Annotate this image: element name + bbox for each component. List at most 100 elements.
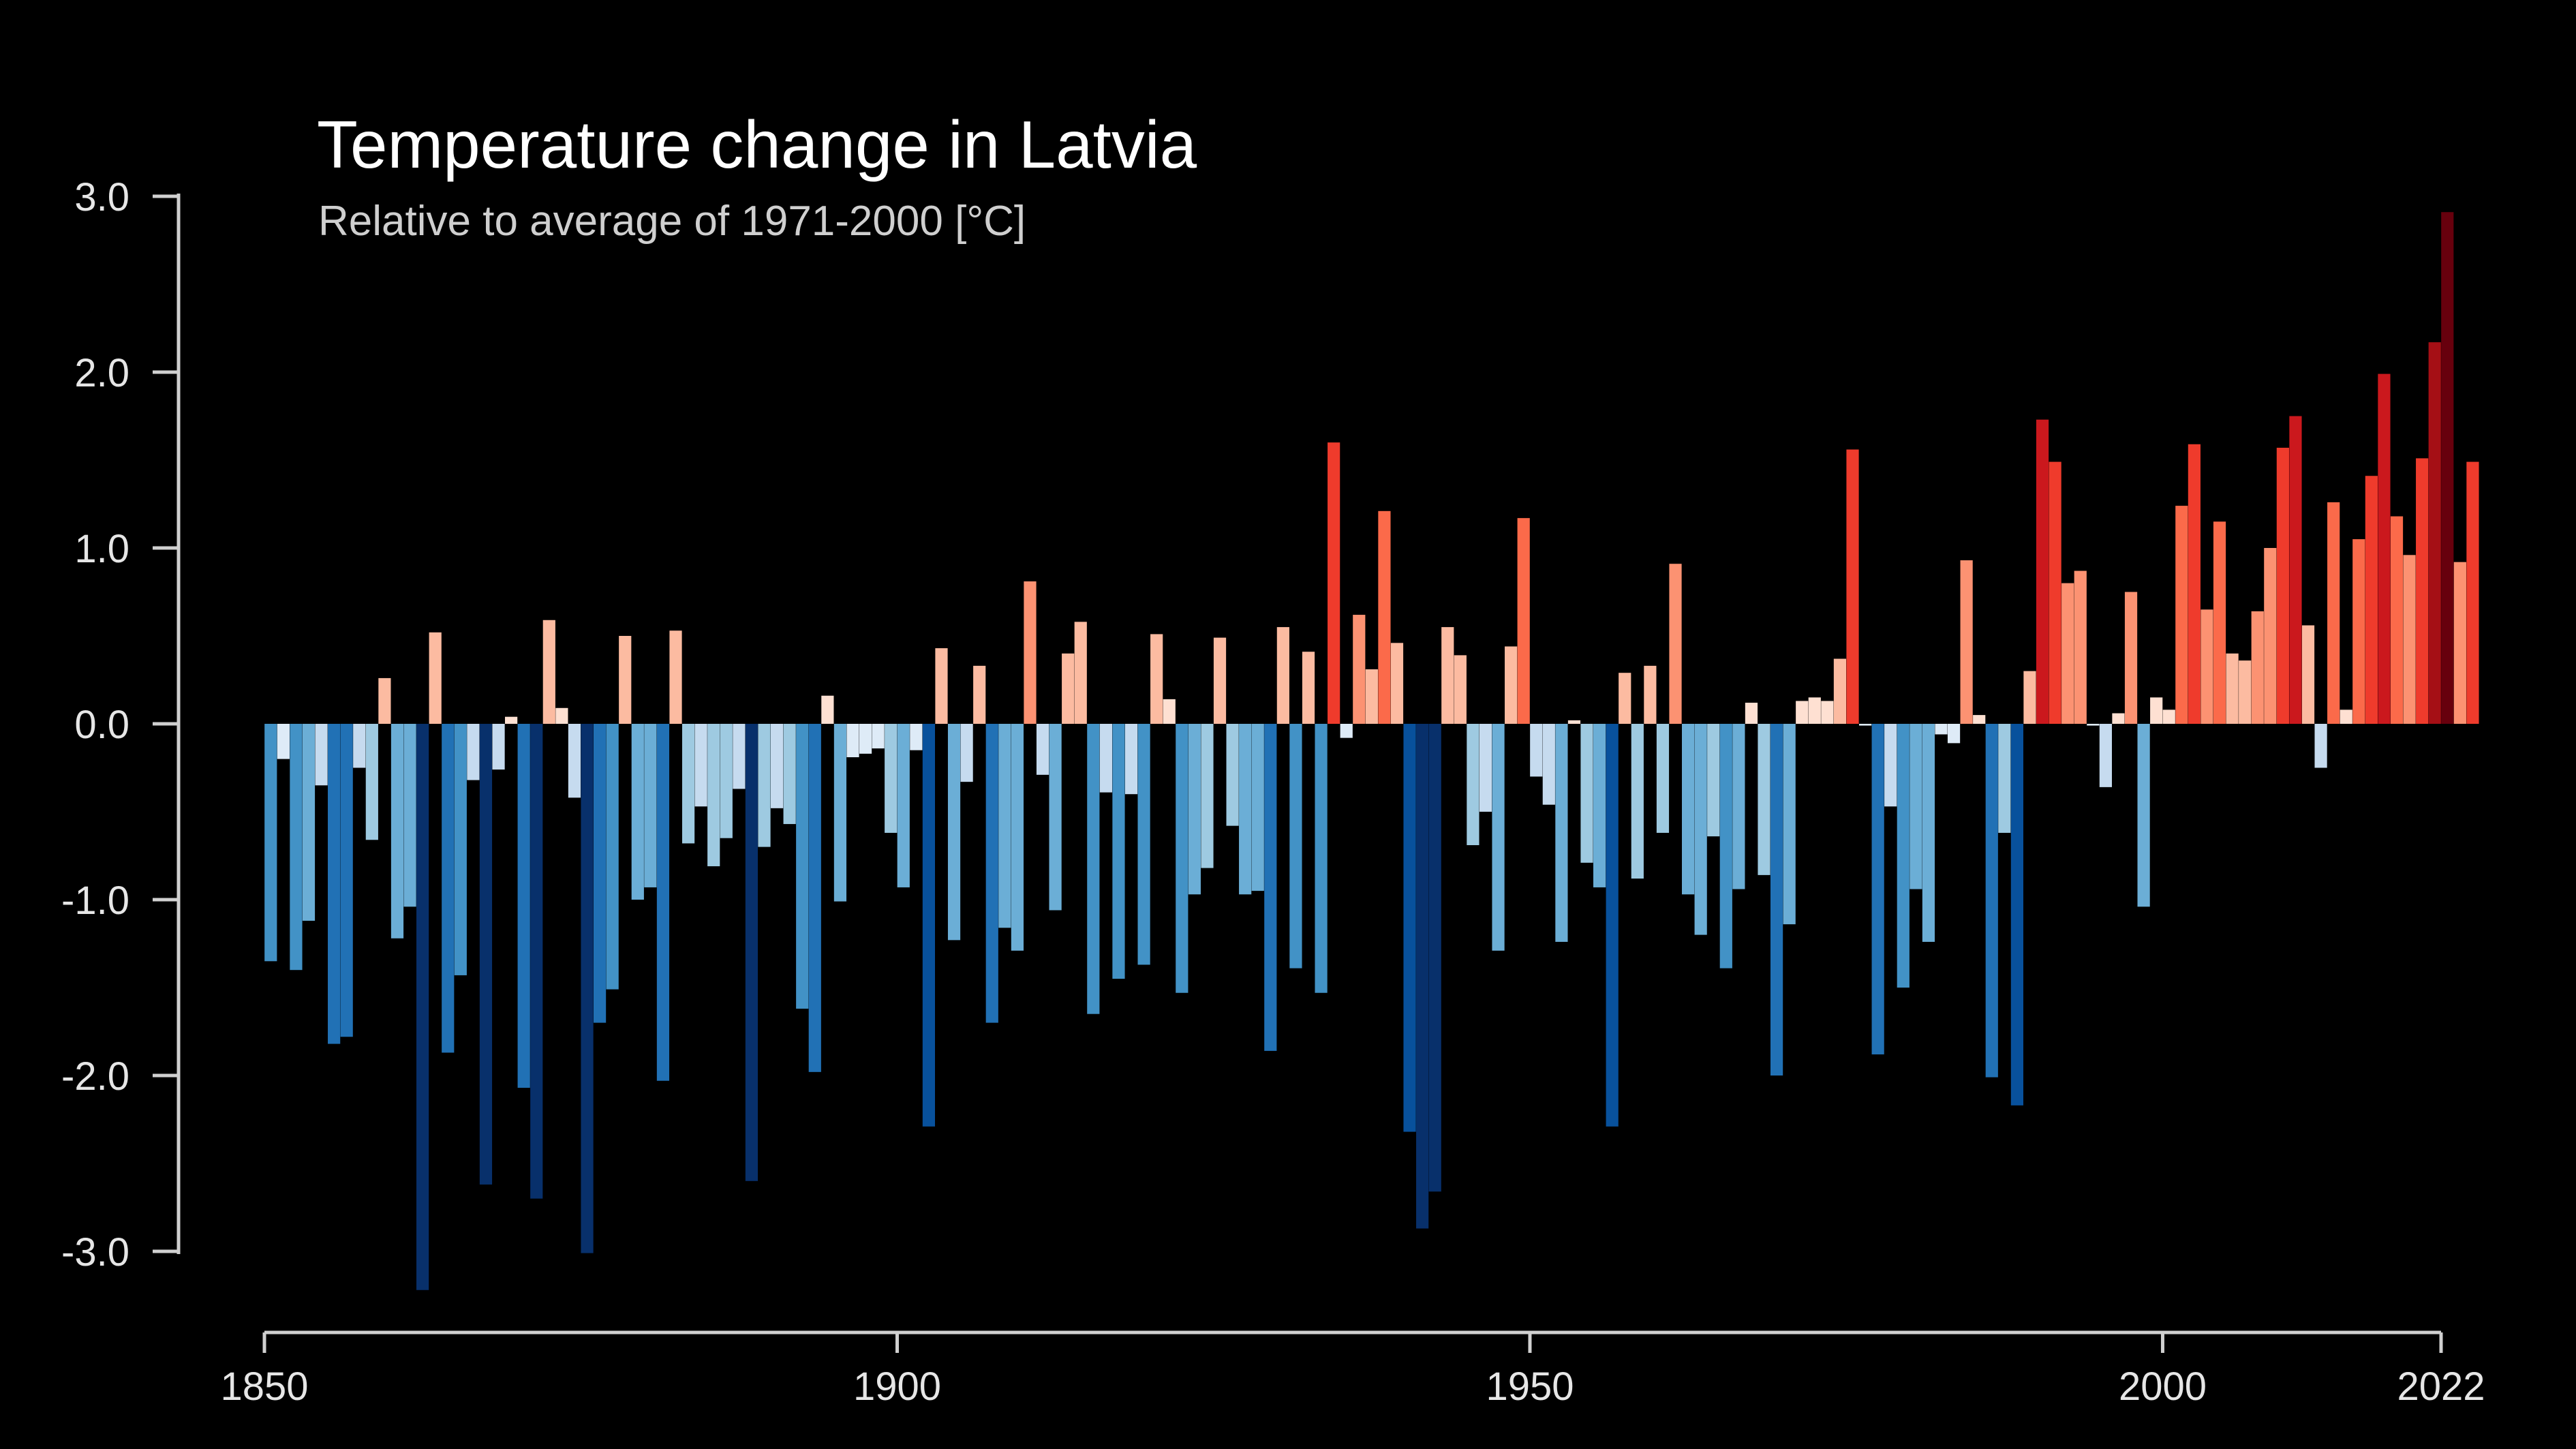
bar <box>796 724 809 1009</box>
bar <box>555 707 568 724</box>
bar <box>644 724 657 887</box>
bar <box>1745 703 1758 724</box>
bar <box>315 724 328 786</box>
bar <box>1606 724 1619 1127</box>
bar <box>2175 506 2188 724</box>
bar <box>2023 671 2036 724</box>
bar <box>365 724 378 840</box>
bar <box>1441 627 1454 724</box>
bar <box>1707 724 1720 837</box>
bar <box>910 724 923 750</box>
bar <box>1985 724 1998 1078</box>
bar <box>2201 609 2213 724</box>
bar <box>1378 510 1391 724</box>
bar <box>656 724 670 1081</box>
y-tick-label: 1.0 <box>74 527 129 571</box>
bar <box>1024 581 1037 724</box>
bar <box>2162 710 2175 724</box>
bar <box>733 724 746 789</box>
bar <box>1390 643 1404 724</box>
bar <box>1479 724 1492 812</box>
bar <box>1176 724 1189 993</box>
bar <box>479 724 493 1185</box>
bar <box>1302 652 1315 724</box>
bar <box>770 724 784 808</box>
bar <box>1555 724 1568 942</box>
bar <box>681 724 695 844</box>
bar <box>1998 724 2011 833</box>
y-tick-label: -2.0 <box>61 1054 129 1099</box>
bar <box>1087 724 1100 1014</box>
bar <box>1188 724 1201 895</box>
bar <box>1213 637 1227 724</box>
bar <box>1416 724 1429 1229</box>
bar <box>1935 724 1948 735</box>
bar <box>403 724 416 907</box>
bar <box>2441 212 2454 724</box>
bar <box>2087 724 2100 726</box>
x-tick-label: 1900 <box>853 1364 941 1409</box>
bar <box>985 724 998 1023</box>
bar <box>492 724 505 770</box>
bar <box>1049 724 1062 911</box>
bar <box>1403 724 1416 1132</box>
bar <box>846 724 859 758</box>
bar <box>429 632 442 724</box>
bar <box>302 724 316 921</box>
bar <box>1947 724 1961 744</box>
bar <box>2276 447 2289 724</box>
bar <box>1846 449 1859 724</box>
bar <box>1036 724 1049 775</box>
bar <box>1112 724 1125 979</box>
bar <box>1365 669 1378 724</box>
bar <box>669 630 682 724</box>
bar <box>606 724 619 990</box>
bar <box>2137 724 2150 907</box>
bar <box>1276 627 1289 724</box>
bar <box>378 677 391 724</box>
bar <box>2213 521 2226 724</box>
bars <box>264 212 2479 1290</box>
bar <box>328 724 341 1044</box>
bar <box>467 724 480 780</box>
bar <box>1328 442 1340 724</box>
bar <box>1910 724 1922 889</box>
bar <box>505 716 518 724</box>
bar <box>1505 646 1518 724</box>
bar <box>1973 715 1986 724</box>
bar <box>1808 697 1821 724</box>
bar <box>1884 724 1897 807</box>
bar <box>1289 724 1302 968</box>
bar <box>631 724 644 900</box>
y-tick-label: 3.0 <box>74 175 129 219</box>
bar <box>2099 724 2112 787</box>
bar <box>353 724 366 768</box>
bar <box>1694 724 1707 935</box>
bar <box>1960 560 1973 724</box>
chart-title: Temperature change in Latvia <box>317 107 1197 182</box>
bar <box>1062 653 1075 724</box>
bar <box>2352 539 2365 724</box>
x-tick-label: 1850 <box>220 1364 308 1409</box>
bar <box>454 724 467 975</box>
bar <box>1619 673 1631 724</box>
bar <box>2428 342 2441 724</box>
bar <box>2340 710 2352 724</box>
bar <box>619 636 632 724</box>
bar <box>2074 570 2087 724</box>
bar <box>922 724 936 1127</box>
bar <box>2314 724 2327 768</box>
bar <box>1644 665 1657 724</box>
bar <box>290 724 303 971</box>
bar <box>1897 724 1910 988</box>
bar <box>1922 724 1935 942</box>
bar <box>2049 461 2061 724</box>
bar <box>1264 724 1277 1051</box>
bar <box>2301 625 2315 724</box>
bar <box>2036 419 2049 724</box>
bar <box>1074 622 1087 724</box>
bar <box>1783 724 1796 925</box>
bar <box>2453 562 2466 724</box>
bar <box>1669 564 1682 724</box>
bar <box>1732 724 1745 889</box>
